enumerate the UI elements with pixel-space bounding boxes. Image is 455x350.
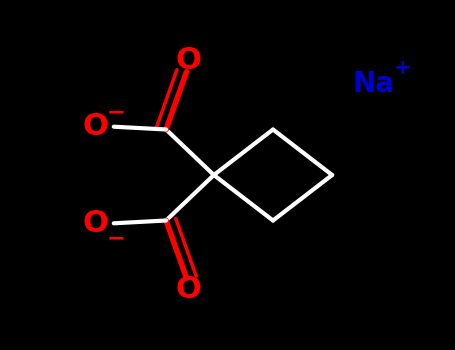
Text: +: +	[394, 58, 411, 78]
Text: O: O	[83, 209, 108, 238]
Text: Na: Na	[352, 70, 394, 98]
Text: −: −	[107, 102, 125, 122]
Text: O: O	[83, 112, 108, 141]
Text: O: O	[176, 275, 202, 304]
Text: O: O	[176, 46, 202, 75]
Text: −: −	[107, 228, 125, 248]
